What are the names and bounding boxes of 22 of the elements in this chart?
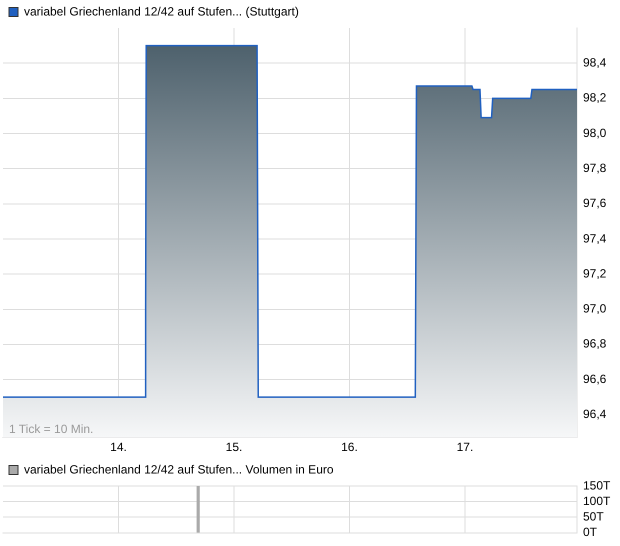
y-tick-label: 97,8 — [583, 160, 607, 175]
y-tick-label: 100T — [583, 494, 612, 508]
y-tick-label: 98,2 — [583, 90, 607, 105]
legend-label: variabel Griechenland 12/42 auf Stufen... (Stuttgart) — [24, 4, 299, 18]
y-tick-label: 98,4 — [583, 55, 607, 70]
y-tick-label: 96,8 — [583, 336, 607, 351]
x-tick-label: 17. — [456, 440, 474, 454]
y-tick-label: 50T — [583, 510, 604, 524]
y-tick-label: 97,6 — [583, 196, 607, 210]
y-tick-label: 97,4 — [583, 231, 607, 246]
y-tick-label: 150T — [583, 478, 612, 492]
y-tick-label: 0T — [583, 525, 598, 540]
y-tick-label: 98,0 — [583, 126, 607, 140]
x-tick-label: 16. — [341, 440, 358, 454]
legend-label: variabel Griechenland 12/42 auf Stufen... Volumen in Euro — [24, 462, 334, 476]
x-tick-label: 15. — [226, 440, 242, 454]
x-tick-label: 14. — [110, 440, 127, 454]
y-tick-label: 97,2 — [583, 266, 607, 280]
y-tick-label: 97,0 — [583, 302, 607, 316]
y-tick-label: 96,6 — [583, 372, 607, 386]
y-tick-label: 96,4 — [583, 407, 607, 422]
annotation: 1 Tick = 10 Min. — [9, 422, 94, 436]
